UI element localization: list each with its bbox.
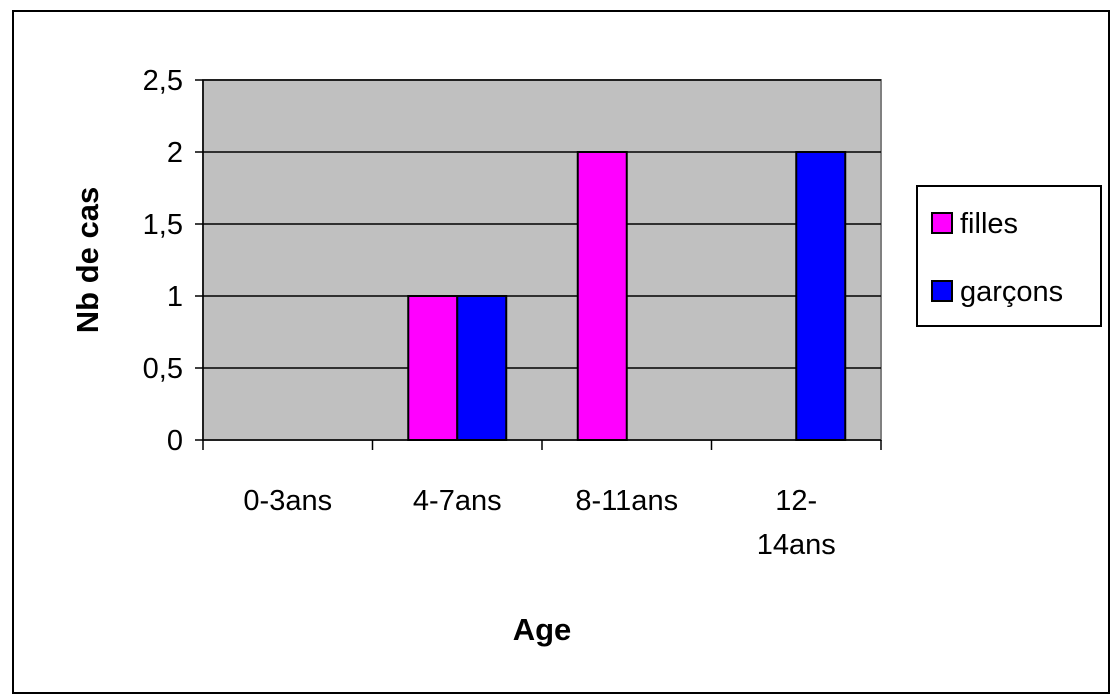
bar-filles-8-11ans bbox=[576, 151, 628, 441]
legend-box bbox=[916, 185, 1102, 327]
axes: 0 0,5 1 1,5 2 2,5 0-3ans 4-7ans 8-11ans 12-14ans bbox=[143, 65, 882, 561]
y-tick-label: 0 bbox=[167, 425, 183, 457]
x-tick-label: 4-7ans bbox=[413, 485, 502, 517]
y-tick-label: 1 bbox=[167, 281, 183, 313]
bar-garçons-12-14ans bbox=[795, 151, 847, 441]
bar-garçons-4-7ans bbox=[456, 295, 508, 441]
legend-label: garçons bbox=[960, 276, 1063, 308]
y-tick-label: 2 bbox=[167, 137, 183, 169]
plot-background bbox=[202, 79, 882, 441]
legend-swatch-filles bbox=[931, 212, 953, 234]
plot-area bbox=[202, 79, 882, 441]
x-tick-label: 8-11ans bbox=[575, 485, 678, 517]
y-tick-label: 2,5 bbox=[143, 65, 183, 97]
x-tick-label: 12-14ans bbox=[757, 485, 836, 561]
x-axis-title: Age bbox=[513, 612, 572, 647]
legend-swatch-garçons bbox=[931, 280, 953, 302]
legend-label: filles bbox=[960, 208, 1018, 240]
legend: filles garçons bbox=[916, 185, 1102, 327]
y-tick-label: 0,5 bbox=[143, 353, 183, 385]
y-tick-label: 1,5 bbox=[143, 209, 183, 241]
y-axis-title: Nb de cas bbox=[70, 187, 105, 333]
bar-filles-4-7ans bbox=[407, 295, 459, 441]
x-tick-label: 0-3ans bbox=[243, 485, 332, 517]
bars bbox=[407, 151, 847, 441]
